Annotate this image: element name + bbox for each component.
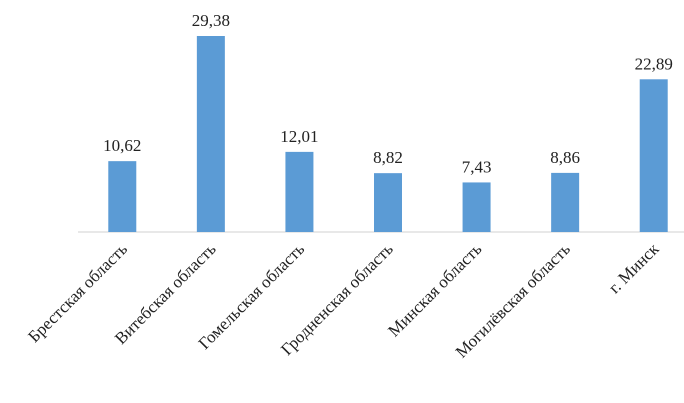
- x-tick-label: г. Минск: [605, 239, 663, 297]
- bar: [196, 36, 225, 232]
- value-label: 8,86: [550, 148, 580, 167]
- bar: [639, 79, 668, 233]
- bar: [551, 172, 580, 232]
- value-label: 29,38: [192, 11, 230, 30]
- value-label: 10,62: [103, 136, 141, 155]
- x-tick-label: Минская область: [384, 239, 485, 340]
- value-label: 8,82: [373, 148, 403, 167]
- value-label: 7,43: [462, 157, 492, 176]
- value-label: 12,01: [280, 127, 318, 146]
- bar: [462, 182, 491, 232]
- value-label: 22,89: [635, 54, 673, 73]
- bar: [374, 173, 402, 232]
- bar: [285, 151, 314, 232]
- bar: [108, 161, 137, 232]
